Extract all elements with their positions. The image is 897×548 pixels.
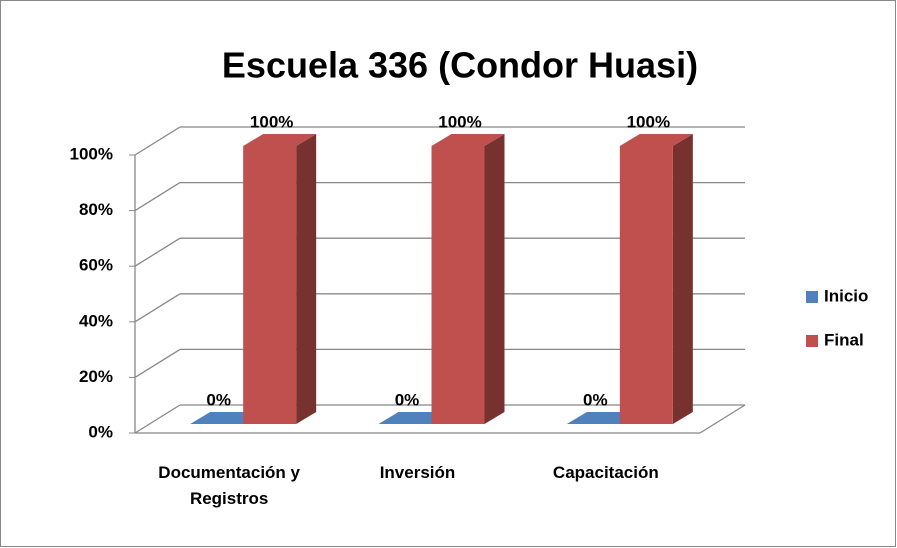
y-tick-label: 20% [79,367,113,386]
x-tick-label: Documentación y Registros [158,463,300,508]
chart-title: Escuela 336 (Condor Huasi) [222,45,698,86]
legend-swatch [806,335,818,347]
data-label: 0% [206,390,231,409]
y-tick-label: 100% [70,144,113,163]
side-grid-line [134,182,181,212]
bar [431,146,485,424]
bar [619,146,673,424]
x-tick-label: Capacitación [552,463,659,482]
floor-edge [699,404,746,434]
data-label: 0% [395,390,420,409]
bar-top [243,134,317,146]
bar-top [619,134,693,146]
data-label: 100% [627,112,670,131]
bar-side [484,134,505,424]
bar-side [296,134,317,424]
side-grid-line [134,293,181,323]
side-grid-line [134,237,181,267]
side-grid-line [134,126,181,156]
bar [243,146,297,424]
legend-label: Final [824,330,864,349]
bar-top [431,134,505,146]
y-tick-label: 40% [79,311,113,330]
x-tick-label: Inversión [379,463,456,482]
y-tick-label: 0% [88,422,113,441]
side-grid-line [134,404,181,434]
bar-side [672,134,693,424]
data-label: 0% [583,390,608,409]
legend-swatch [806,291,818,303]
y-tick-label: 80% [79,200,113,219]
side-grid-line [134,348,181,378]
y-tick-label: 60% [79,256,113,275]
data-label: 100% [250,112,293,131]
legend-label: Inicio [824,286,868,305]
data-label: 100% [438,112,481,131]
